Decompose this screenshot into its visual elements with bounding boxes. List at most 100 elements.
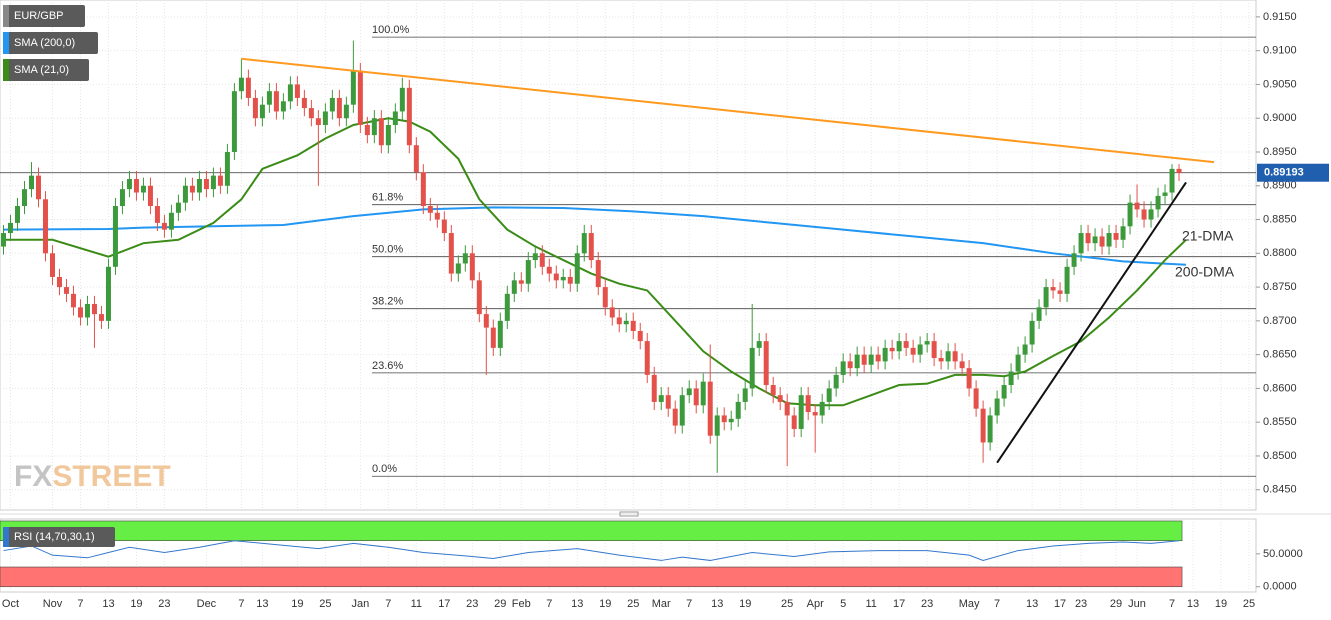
candle-body — [224, 151, 230, 186]
candle-body — [763, 341, 769, 386]
candle-body — [840, 361, 846, 375]
candle-body — [525, 260, 531, 284]
candle-body — [287, 84, 293, 102]
legend-swatch — [3, 5, 9, 27]
candle-body — [49, 253, 55, 277]
candle-body — [294, 84, 300, 98]
candle-body — [133, 179, 139, 193]
candle-body — [1176, 168, 1182, 173]
y-tick-label: 0.8750 — [1263, 281, 1297, 293]
candle-body — [140, 185, 146, 193]
candle-body — [203, 179, 209, 190]
candle-body — [350, 70, 356, 105]
legend-box — [3, 59, 89, 81]
candle-body — [84, 303, 90, 318]
candle-body — [854, 354, 860, 369]
candle-body — [336, 97, 342, 119]
candle-body — [630, 320, 636, 331]
candle-body — [168, 212, 174, 230]
candle-body — [441, 219, 447, 234]
legend-swatch — [3, 59, 9, 81]
candle-body — [861, 354, 867, 365]
sma-line — [3, 206, 1187, 266]
candle-body — [889, 347, 895, 352]
watermark-part: FX — [14, 460, 52, 493]
candle-body — [931, 341, 937, 359]
candle-body — [434, 212, 440, 220]
candle-body — [609, 307, 615, 318]
annotation: 200-DMA — [1175, 264, 1235, 280]
candle-body — [147, 185, 153, 207]
last-price-label: 0.89193 — [1264, 167, 1304, 179]
candle-body — [721, 415, 727, 423]
candle-body — [1050, 287, 1056, 291]
candle-body — [154, 206, 160, 223]
candle-body — [595, 260, 601, 288]
candle-body — [35, 175, 41, 200]
candle-body — [945, 351, 951, 362]
candle-body — [1029, 320, 1035, 345]
legend-box — [3, 32, 98, 54]
candle-body — [532, 253, 538, 261]
candle-body — [455, 263, 461, 274]
x-tick-label: 29 — [1110, 598, 1122, 610]
x-tick-label: Jun — [1128, 598, 1146, 610]
annotation: 21-DMA — [1182, 228, 1234, 244]
candle-body — [644, 341, 650, 375]
x-tick-label: 23 — [158, 598, 170, 610]
candle-body — [462, 253, 468, 264]
trendline — [996, 181, 1187, 464]
y-tick-label: 0.8700 — [1263, 315, 1297, 327]
candle-body — [707, 381, 713, 436]
legend-label: SMA (21,0) — [14, 64, 69, 76]
candle-body — [406, 87, 412, 146]
legend-box — [3, 5, 85, 27]
candle-body — [679, 395, 685, 426]
legend-label: EUR/GBP — [14, 10, 64, 22]
candle-body — [119, 189, 125, 207]
x-tick-label: 13 — [711, 598, 723, 610]
candle-body — [952, 351, 958, 362]
candle-body — [938, 358, 944, 362]
candle-body — [784, 401, 790, 416]
candle-body — [91, 303, 97, 315]
candle-body — [399, 87, 405, 112]
fib-label: 61.8% — [372, 192, 403, 204]
candle-body — [511, 280, 517, 294]
candle-body — [364, 124, 370, 136]
candle-body — [371, 118, 377, 136]
candle-body — [196, 179, 202, 193]
candle-body — [301, 97, 307, 109]
candle-body — [329, 97, 335, 112]
candle-body — [560, 276, 566, 281]
candle-body — [175, 202, 181, 213]
candle-body — [1022, 344, 1028, 355]
candle-body — [581, 233, 587, 254]
x-tick-label: 13 — [256, 598, 268, 610]
legend-label: RSI (14,70,30,1) — [14, 531, 95, 543]
candle-body — [1155, 195, 1161, 210]
x-tick-label: 19 — [599, 598, 611, 610]
y-tick-label: 0.8800 — [1263, 247, 1297, 259]
candle-body — [875, 354, 881, 362]
x-tick-label: May — [959, 598, 980, 610]
candle-body — [1036, 307, 1042, 321]
candle-body — [21, 189, 27, 207]
x-tick-label: 7 — [1169, 598, 1175, 610]
candle-body — [770, 385, 776, 396]
candle-body — [700, 381, 706, 406]
x-tick-label: 17 — [893, 598, 905, 610]
x-tick-label: 7 — [686, 598, 692, 610]
x-tick-label: 23 — [1075, 598, 1087, 610]
x-tick-label: 19 — [130, 598, 142, 610]
candle-body — [987, 415, 993, 443]
candle-body — [1085, 233, 1091, 244]
candle-body — [1071, 253, 1077, 267]
x-tick-label: 17 — [438, 598, 450, 610]
x-tick-label: 7 — [77, 598, 83, 610]
legend-swatch — [3, 32, 9, 54]
candle-body — [1148, 209, 1154, 220]
x-tick-label: 13 — [102, 598, 114, 610]
